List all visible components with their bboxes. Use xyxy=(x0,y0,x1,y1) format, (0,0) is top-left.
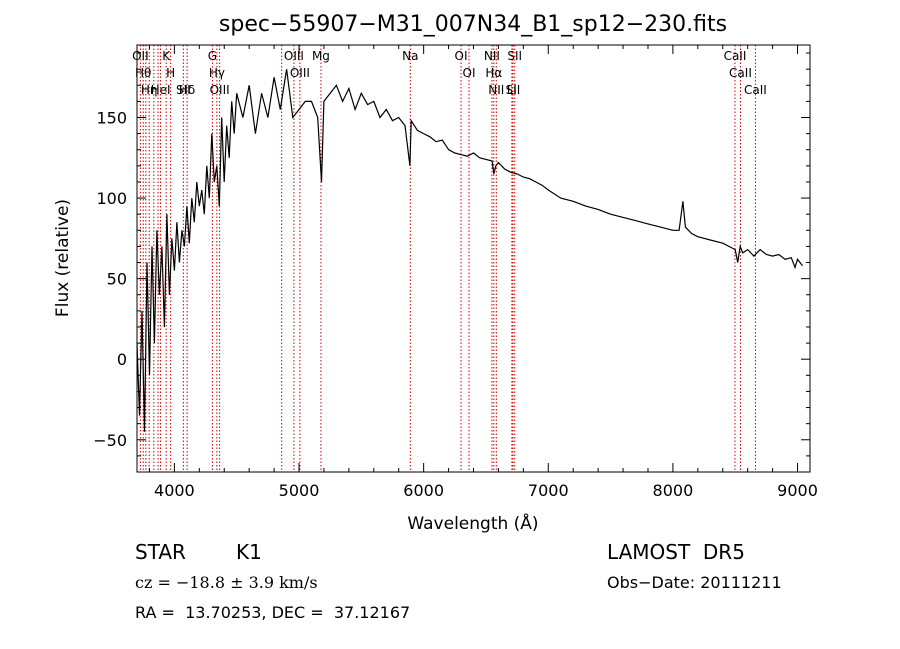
line-marker-label: NII xyxy=(488,83,504,97)
line-marker-label: CaII xyxy=(724,49,747,63)
line-marker-label: Li xyxy=(507,83,517,97)
line-marker-label: Hγ xyxy=(209,66,225,80)
line-marker-label: H xyxy=(166,66,175,80)
line-marker-layer xyxy=(139,45,756,472)
x-axis: 4000 5000 6000 7000 8000 9000 xyxy=(148,45,818,500)
line-marker-label: OIII xyxy=(290,66,310,80)
y-tick-label: −50 xyxy=(93,431,127,450)
line-marker-label: Hθ xyxy=(135,66,151,80)
y-tick-label: 50 xyxy=(107,270,127,289)
line-marker-label: NII xyxy=(484,49,500,63)
survey-name: LAMOST DR5 xyxy=(607,540,745,564)
observation-date: Obs−Date: 20111211 xyxy=(607,573,782,592)
spectral-subclass: K1 xyxy=(236,540,262,564)
line-marker-label: Hη xyxy=(141,83,158,97)
y-axis: −50 0 50 100 150 xyxy=(93,52,810,457)
line-marker-label: OIII xyxy=(284,49,304,63)
line-marker-label: SII xyxy=(176,83,191,97)
line-marker-label: SII xyxy=(507,49,522,63)
line-marker-label: CaII xyxy=(729,66,752,80)
line-marker-label: OII xyxy=(132,49,149,63)
y-axis-label: Flux (relative) xyxy=(53,199,73,317)
x-tick-label: 6000 xyxy=(403,481,444,500)
sky-coordinates: RA = 13.70253, DEC = 37.12167 xyxy=(135,603,411,622)
x-tick-label: 7000 xyxy=(528,481,569,500)
line-marker-label: Mg xyxy=(312,49,330,63)
y-tick-label: 150 xyxy=(96,109,127,128)
object-class: STAR xyxy=(135,540,186,564)
x-axis-label: Wavelength (Å) xyxy=(407,512,538,534)
y-tick-label: 0 xyxy=(117,350,127,369)
x-tick-label: 9000 xyxy=(777,481,818,500)
x-tick-label: 8000 xyxy=(653,481,694,500)
line-marker-label: OIII xyxy=(210,83,230,97)
line-marker-label: OI xyxy=(455,49,468,63)
line-marker-label: K xyxy=(162,49,171,63)
line-marker-label: OI xyxy=(463,66,476,80)
line-marker-label: G xyxy=(208,49,217,63)
plot-frame xyxy=(136,44,811,473)
line-marker-label: HeI xyxy=(151,83,171,97)
x-tick-label: 4000 xyxy=(154,481,195,500)
line-marker-label: SII xyxy=(506,83,521,97)
line-marker-label: Hα xyxy=(485,66,502,80)
line-marker-label: Na xyxy=(402,49,418,63)
x-tick-label: 5000 xyxy=(279,481,320,500)
spectrum-line xyxy=(136,69,803,432)
y-tick-label: 100 xyxy=(96,189,127,208)
chart-title: spec−55907−M31_007N34_B1_sp12−230.fits xyxy=(219,12,727,37)
spectrum-series xyxy=(136,69,803,432)
line-marker-label: Hδ xyxy=(179,83,195,97)
redshift-velocity: cz = −18.8 ± 3.9 km/s xyxy=(135,573,318,592)
line-marker-label: CaII xyxy=(744,83,767,97)
